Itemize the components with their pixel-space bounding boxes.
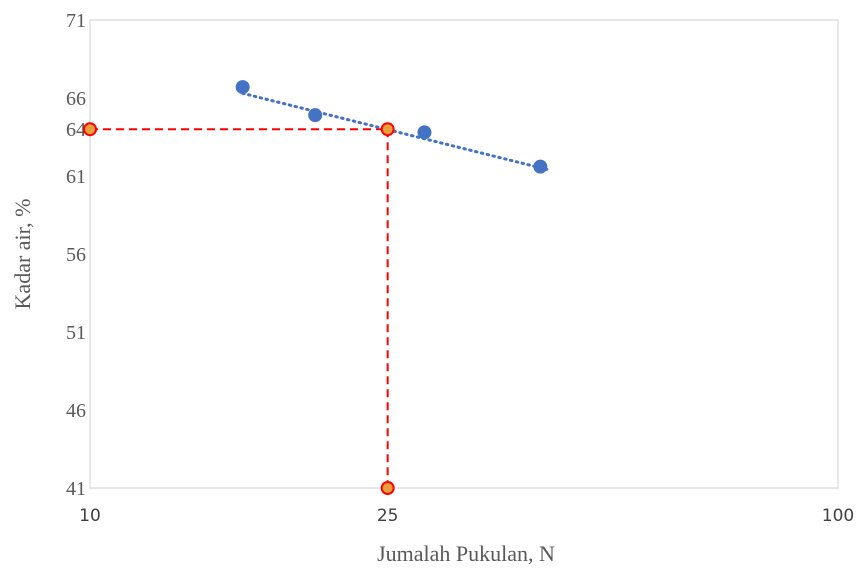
- data-point-4: [533, 159, 548, 174]
- data-point-2: [308, 108, 323, 123]
- reference-lines: [90, 128, 389, 488]
- data-point-1: [235, 80, 250, 95]
- y-axis-title: Kadar air, %: [10, 199, 35, 310]
- y-tick-label-61: 61: [66, 166, 86, 188]
- plot-area-border: [89, 19, 839, 489]
- trendline: [241, 91, 550, 172]
- x-axis-tick-labels: 10 25 100: [79, 506, 854, 526]
- x-axis-title: Jumalah Pukulan, N: [377, 541, 555, 566]
- y-axis-tick-labels: 41 46 51 56 61 64 66 71: [66, 10, 86, 500]
- x-tick-label-10: 10: [79, 506, 101, 526]
- data-point-3: [417, 125, 432, 140]
- reference-marker-3: [380, 481, 395, 495]
- y-tick-label-46: 46: [66, 400, 86, 422]
- x-tick-label-25: 25: [377, 506, 399, 526]
- y-tick-label-56: 56: [66, 244, 86, 266]
- y-tick-label-51: 51: [66, 322, 86, 344]
- trendline-group: [241, 91, 550, 172]
- data-points: [235, 80, 548, 174]
- y-tick-label-41: 41: [66, 478, 86, 500]
- reference-marker-1: [83, 122, 97, 137]
- x-tick-label-100: 100: [822, 506, 854, 526]
- reference-marker-2: [380, 122, 395, 137]
- reference-markers: [83, 122, 395, 495]
- y-tick-label-71: 71: [66, 10, 86, 32]
- y-tick-label-66: 66: [66, 88, 86, 110]
- y-tick-label-64: 64: [66, 119, 86, 141]
